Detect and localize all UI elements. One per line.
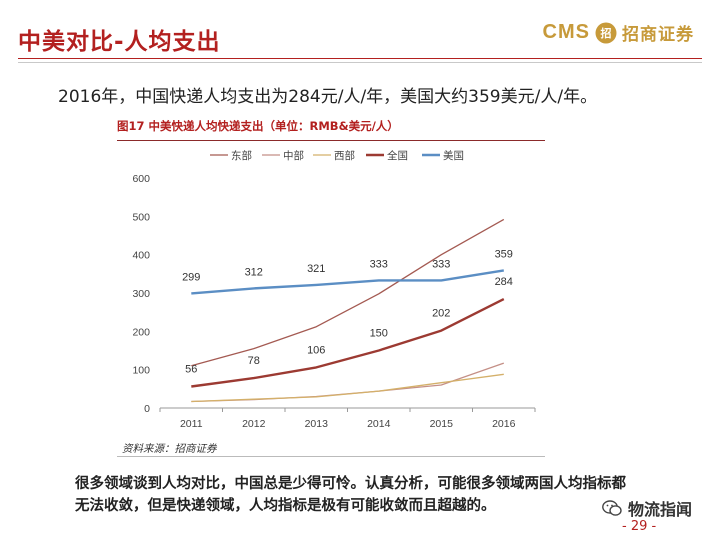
- y-tick-label: 600: [132, 173, 150, 185]
- title-divider: [18, 58, 702, 59]
- watermark: 物流指闻: [602, 496, 692, 520]
- x-tick-label: 2011: [180, 418, 203, 430]
- data-label: 312: [245, 266, 263, 278]
- series-line: [191, 362, 505, 403]
- logo-cms-text: CMS: [542, 21, 590, 43]
- svg-text:招: 招: [601, 26, 612, 40]
- source-rule: [117, 456, 545, 457]
- data-label: 56: [185, 364, 197, 376]
- x-tick-label: 2014: [367, 418, 391, 430]
- series-line: [191, 298, 505, 388]
- y-tick-label: 200: [132, 326, 150, 338]
- logo-company-name: 招商证券: [622, 25, 694, 45]
- body-text: 很多领域谈到人均对比，中国总是少得可怜。认真分析，可能很多领域两国人均指标都无法…: [75, 476, 626, 514]
- y-tick-label: 400: [132, 250, 150, 262]
- series-line: [191, 373, 504, 403]
- data-label: 106: [307, 344, 325, 356]
- legend-label: 东部: [231, 149, 252, 162]
- figure-title-rule: [117, 140, 545, 141]
- figure-source: 资料来源：招商证券: [122, 443, 217, 455]
- data-label: 359: [495, 248, 513, 260]
- data-label: 299: [182, 271, 200, 283]
- data-label: 333: [432, 258, 450, 270]
- y-tick-label: 300: [132, 288, 150, 300]
- legend-label: 全国: [387, 149, 408, 162]
- data-label: 150: [370, 328, 388, 340]
- data-label: 321: [307, 263, 325, 275]
- legend-label: 中部: [283, 149, 304, 162]
- series-line: [191, 218, 505, 367]
- title-divider-secondary: [18, 62, 702, 63]
- y-tick-label: 0: [144, 403, 150, 415]
- data-label: 333: [370, 258, 388, 270]
- y-tick-label: 100: [132, 365, 150, 377]
- wechat-icon: [602, 499, 622, 516]
- x-tick-label: 2015: [430, 418, 454, 430]
- legend-label: 美国: [443, 149, 464, 162]
- page-number: - 29 -: [622, 519, 657, 534]
- slide-title: 中美对比-人均支出: [18, 29, 221, 55]
- y-tick-label: 500: [132, 211, 150, 223]
- x-tick-label: 2016: [492, 418, 516, 430]
- data-label: 284: [495, 276, 513, 288]
- watermark-text: 物流指闻: [628, 500, 693, 519]
- logo-emblem-icon: 招: [595, 22, 617, 43]
- data-label: 78: [248, 355, 260, 367]
- x-tick-label: 2012: [242, 418, 266, 430]
- series-line: [191, 269, 504, 295]
- x-tick-label: 2013: [305, 418, 329, 430]
- figure-title: 图17 中美快递人均快递支出（单位：RMB&美元/人）: [117, 119, 399, 133]
- legend-label: 西部: [334, 149, 355, 162]
- headline-text: 2016年，中国快递人均支出为284元/人/年，美国大约359美元/人/年。: [58, 87, 598, 107]
- cms-logo: CMS 招 招商证券: [543, 20, 694, 45]
- data-label: 202: [432, 308, 450, 320]
